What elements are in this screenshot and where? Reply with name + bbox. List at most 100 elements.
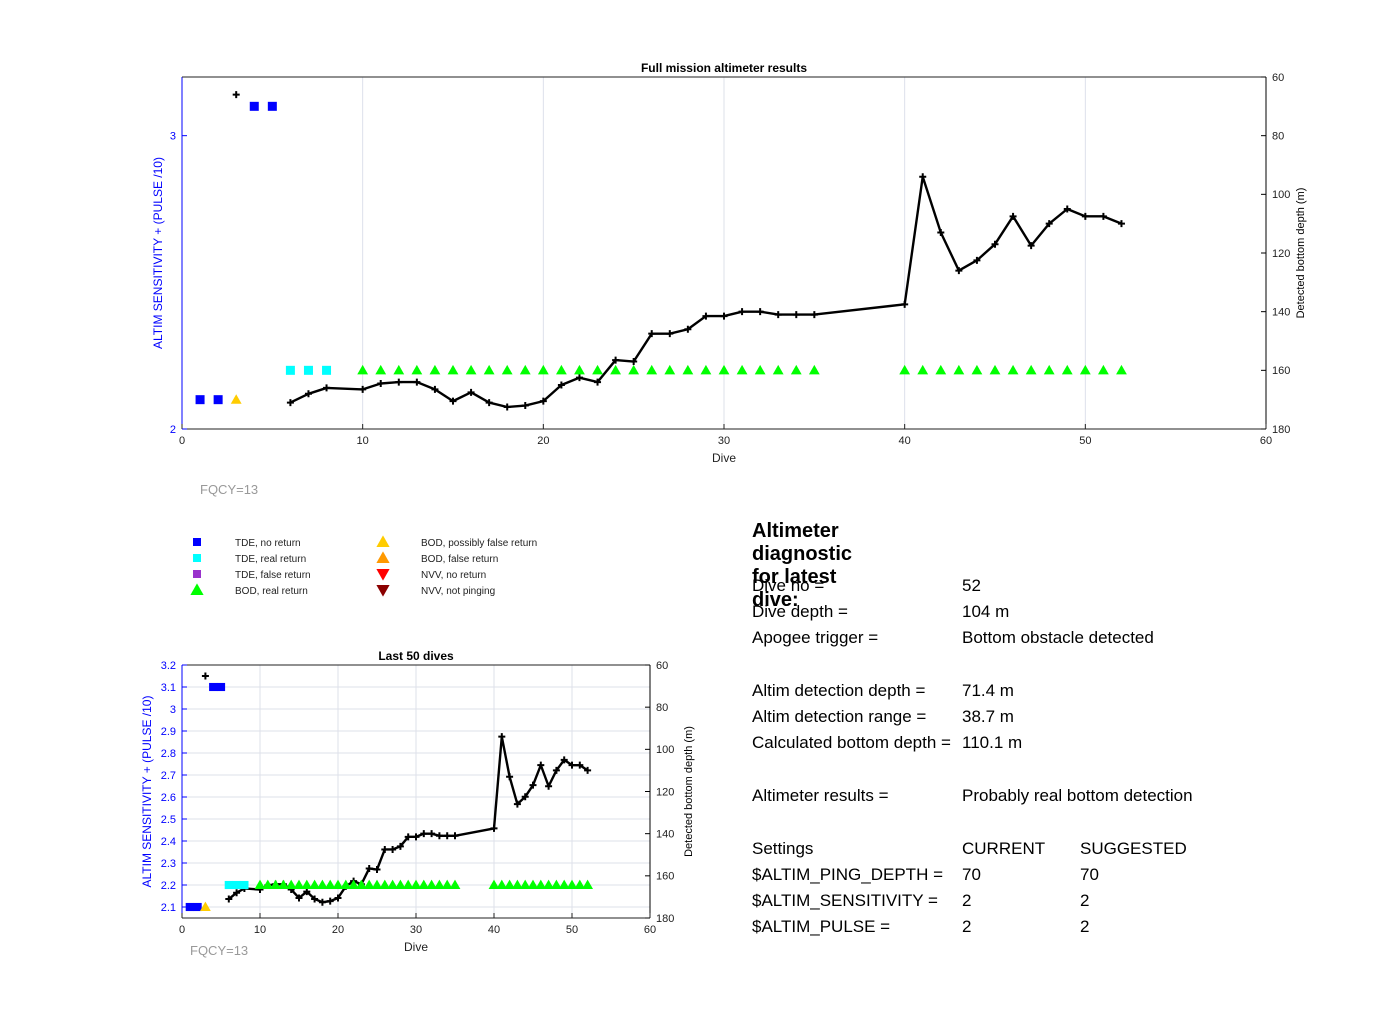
legend-marker: [190, 583, 204, 595]
legend-marker: [376, 569, 390, 581]
bod-real-return-marker: [429, 364, 441, 375]
depth-point: [545, 782, 553, 790]
bod-real-return-marker: [254, 879, 266, 890]
depth-point: [630, 358, 638, 366]
bod-real-return-marker: [682, 364, 694, 375]
bod-real-return-marker: [899, 364, 911, 375]
legend-label: TDE, no return: [235, 538, 301, 549]
depth-point: [513, 800, 521, 808]
depth-point: [304, 390, 312, 398]
last-50-dives-chart: 0 10 20 30 40 50 60 2.1 2.2 2.3 2.4 2.5 2.6 2.7 2.8 2.9…: [140, 649, 695, 958]
suggested-header: SUGGESTED: [1080, 839, 1187, 858]
tde-no-return-marker: [267, 101, 277, 111]
bod-real-return-marker: [348, 879, 359, 890]
bod-real-return-marker: [628, 364, 640, 375]
bod-real-return-marker: [1043, 364, 1055, 375]
bod-real-return-marker: [395, 879, 406, 890]
depth-point: [666, 330, 674, 338]
depth-point: [1009, 212, 1017, 220]
bod-real-return-marker: [566, 879, 578, 890]
depth-series-line: [289, 175, 1122, 409]
depth-point: [490, 824, 498, 832]
tde-no-return-marker: [216, 682, 226, 692]
calculated-depth-label: Calculated bottom depth =: [752, 733, 951, 752]
tde-no-return-marker: [193, 902, 202, 912]
legend-item: TDE, no return: [193, 538, 301, 549]
bod-real-return-marker: [971, 364, 983, 375]
legend-marker: [376, 535, 390, 547]
legend-label: NVV, no return: [421, 570, 486, 581]
bod-real-return-marker: [375, 364, 387, 375]
depth-point: [576, 761, 584, 769]
detection-range-label: Altim detection range =: [752, 707, 927, 726]
y-axis-label: ALTIM SENSITIVITY + (PULSE /10): [140, 696, 154, 888]
tde-real-return-marker: [322, 365, 332, 375]
bod-real-return-marker: [1025, 364, 1037, 375]
x-tick-label: 0: [179, 924, 185, 936]
y-right-axis-label: Detected bottom depth (m): [683, 726, 695, 857]
tde-real-return-marker: [232, 880, 241, 890]
depth-point: [467, 388, 475, 396]
bod-real-return-marker: [610, 364, 621, 375]
detection-depth-value: 71.4 m: [962, 681, 1014, 700]
depth-point: [318, 898, 326, 906]
depth-point: [449, 397, 457, 405]
depth-point: [404, 833, 412, 841]
y-right-tick-label: 60: [1272, 72, 1284, 84]
bod-real-return-marker: [465, 364, 477, 375]
y-tick-label: 2.5: [161, 814, 176, 826]
x-tick-label: 30: [718, 435, 730, 447]
legend-marker: [376, 551, 390, 563]
bod-real-return-marker: [402, 879, 414, 890]
depth-point: [365, 864, 373, 872]
chart-title: Full mission altimeter results: [641, 61, 807, 75]
detection-range-value: 38.7 m: [962, 707, 1014, 726]
y-tick-label: 2.1: [161, 902, 176, 914]
y-tick-label: 2.9: [161, 726, 176, 738]
bod-real-return-marker: [411, 364, 423, 375]
depth-point: [594, 378, 602, 386]
legend-item: TDE, false return: [193, 570, 311, 581]
depth-point: [1117, 220, 1125, 228]
depth-point: [991, 240, 999, 248]
tde-real-return-marker: [240, 880, 249, 890]
depth-point: [359, 385, 367, 393]
legend-item: NVV, not pinging: [376, 585, 495, 597]
bod-real-return-marker: [646, 364, 658, 375]
bod-real-return-marker: [379, 879, 391, 890]
bod-real-return-marker: [393, 364, 405, 375]
y-right-tick-label: 180: [656, 913, 674, 925]
depth-point: [1063, 205, 1071, 213]
bod-real-return-marker: [543, 879, 554, 890]
y-tick-label: 2.6: [161, 792, 176, 804]
legend-marker: [193, 538, 201, 546]
tde-no-return-marker: [249, 101, 259, 111]
y-tick-label: 2.2: [161, 880, 176, 892]
legend-label: TDE, real return: [235, 554, 306, 565]
bod-real-return-marker: [574, 364, 585, 375]
x-tick-label: 50: [566, 924, 578, 936]
x-tick-label: 20: [332, 924, 344, 936]
setting-suggested: 2: [1080, 917, 1090, 936]
x-axis-label: Dive: [712, 451, 736, 465]
legend-item: BOD, real return: [190, 583, 308, 597]
depth-point: [326, 897, 334, 905]
depth-point: [973, 256, 981, 264]
legend-label: BOD, real return: [235, 586, 308, 597]
depth-point: [557, 381, 565, 389]
bod-real-return-marker: [935, 364, 947, 375]
depth-point: [1027, 242, 1035, 250]
bod-real-return-marker: [953, 364, 965, 375]
bod-real-return-marker: [772, 364, 784, 375]
bod-possibly-false-marker: [230, 394, 242, 404]
bod-real-return-marker: [301, 879, 313, 890]
x-axis-label: Dive: [404, 940, 428, 954]
y-right-axis-label: Detected bottom depth (m): [1295, 188, 1307, 319]
x-tick-label: 30: [410, 924, 422, 936]
calculated-depth-value: 110.1 m: [962, 733, 1023, 752]
depth-point: [521, 793, 529, 801]
settings-label: Settings: [752, 839, 814, 858]
depth-point: [428, 830, 436, 838]
depth-point: [503, 403, 511, 411]
bod-real-return-marker: [592, 364, 603, 375]
